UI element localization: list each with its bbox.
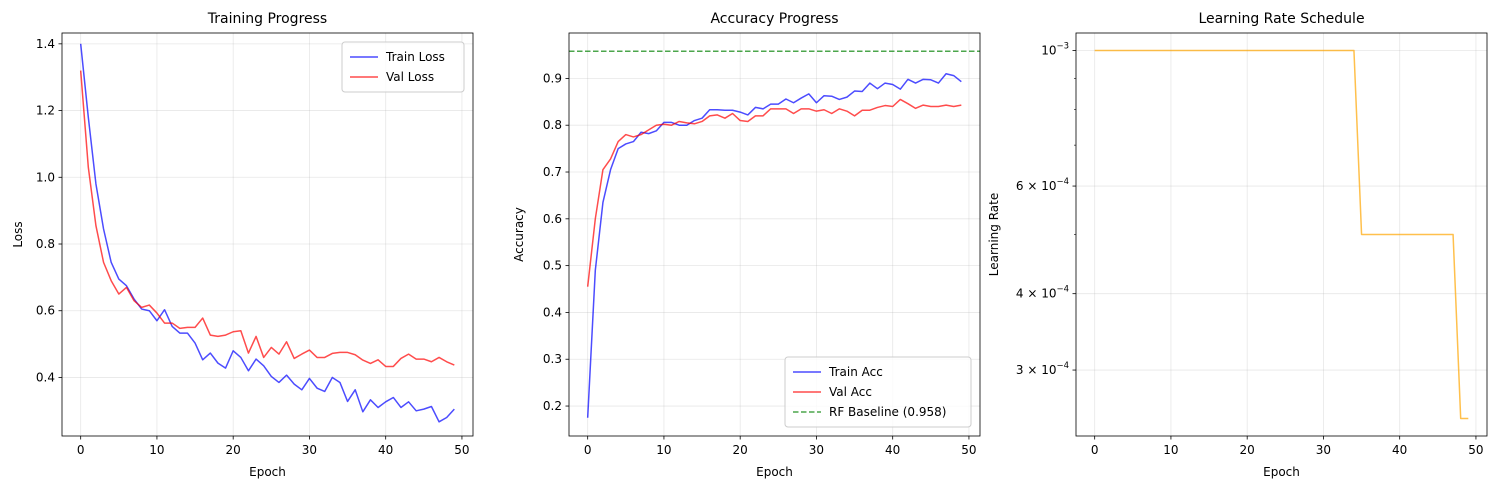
accuracy-y-tick-label: 0.3 xyxy=(543,352,562,366)
accuracy-legend: Train Acc Val Acc RF Baseline (0.958) xyxy=(784,356,972,428)
accuracy-y-tick-label: 0.5 xyxy=(543,259,562,273)
learning-rate-y-tick-label: 10−3 xyxy=(1041,41,1069,57)
loss-chart-title: Training Progress xyxy=(207,11,327,27)
accuracy-x-tick-label: 30 xyxy=(809,443,824,457)
loss-y-axis-label: Loss xyxy=(11,221,25,247)
accuracy-y-tick-label: 0.8 xyxy=(543,118,562,132)
learning-rate-x-axis-label: Epoch xyxy=(1263,465,1300,479)
accuracy-legend-label: Val Acc xyxy=(829,385,872,399)
accuracy-x-tick-label: 20 xyxy=(733,443,748,457)
loss-y-tick-label: 1.4 xyxy=(36,37,55,51)
learning-rate-x-tick-label: 40 xyxy=(1392,443,1407,457)
accuracy-legend-label: RF Baseline (0.958) xyxy=(829,405,946,419)
accuracy-axes-frame xyxy=(568,32,981,437)
learning-rate-x-tick-label: 20 xyxy=(1240,443,1255,457)
accuracy-y-tick-label: 0.4 xyxy=(543,305,562,319)
learning-rate-y-tick-label: 3 × 10−4 xyxy=(1016,361,1069,377)
learning-rate-series-0-line xyxy=(1094,49,1469,420)
accuracy-x-tick-label: 0 xyxy=(584,443,592,457)
loss-series-1-line xyxy=(79,70,455,368)
learning-rate-y-tick-label: 6 × 10−4 xyxy=(1016,177,1069,193)
loss-legend-label: Val Loss xyxy=(386,70,434,84)
loss-x-tick-label: 50 xyxy=(454,443,469,457)
accuracy-chart-title: Accuracy Progress xyxy=(710,11,838,27)
loss-y-tick-label: 1.0 xyxy=(36,170,55,184)
learning-rate-x-tick-label: 10 xyxy=(1163,443,1178,457)
accuracy-x-axis-label: Epoch xyxy=(756,465,793,479)
loss-x-tick-label: 10 xyxy=(149,443,164,457)
loss-x-tick-label: 40 xyxy=(378,443,393,457)
accuracy-y-tick-label: 0.2 xyxy=(543,399,562,413)
loss-y-tick-label: 0.6 xyxy=(36,304,55,318)
loss-x-tick-label: 30 xyxy=(302,443,317,457)
accuracy-x-tick-label: 50 xyxy=(961,443,976,457)
accuracy-y-tick-label: 0.6 xyxy=(543,212,562,226)
learning-rate-chart-title: Learning Rate Schedule xyxy=(1198,11,1364,27)
learning-rate-y-axis-label: Learning Rate xyxy=(987,193,1001,276)
loss-x-tick-label: 20 xyxy=(226,443,241,457)
loss-series-0-line xyxy=(79,43,455,423)
accuracy-legend-frame xyxy=(784,356,972,428)
accuracy-x-tick-label: 40 xyxy=(885,443,900,457)
loss-axes-frame xyxy=(61,32,474,437)
accuracy-series-1-line xyxy=(586,98,962,287)
accuracy-series-0-line xyxy=(586,72,962,418)
loss-chart: 0 10 20 30 40 50 0.4 0.6 0.8 1.0 1.2 1.4 Training Pr… xyxy=(11,11,474,479)
accuracy-y-tick-label: 0.9 xyxy=(543,71,562,85)
learning-rate-axes-frame xyxy=(1075,32,1488,437)
learning-rate-x-tick-label: 30 xyxy=(1316,443,1331,457)
loss-x-tick-label: 0 xyxy=(77,443,85,457)
loss-y-tick-label: 0.4 xyxy=(36,370,55,384)
learning-rate-chart: 0 10 20 30 40 50 10−3 6 × 10−4 4 × 10−4 3 × 10−4 L… xyxy=(987,11,1488,479)
loss-y-tick-label: 0.8 xyxy=(36,237,55,251)
learning-rate-y-tick-label: 4 × 10−4 xyxy=(1016,285,1069,301)
loss-legend: Train Loss Val Loss xyxy=(341,41,465,93)
loss-x-axis-label: Epoch xyxy=(249,465,286,479)
accuracy-y-axis-label: Accuracy xyxy=(512,207,526,262)
loss-y-tick-label: 1.2 xyxy=(36,104,55,118)
learning-rate-x-tick-label: 50 xyxy=(1468,443,1483,457)
accuracy-legend-label: Train Acc xyxy=(828,365,883,379)
accuracy-x-tick-label: 10 xyxy=(656,443,671,457)
learning-rate-x-tick-label: 0 xyxy=(1091,443,1099,457)
loss-legend-frame xyxy=(341,41,465,93)
accuracy-chart: 0 10 20 30 40 50 0.2 0.3 0.4 0.5 0.6 0.7 0.8 0.9 Accur… xyxy=(512,11,981,479)
accuracy-y-tick-label: 0.7 xyxy=(543,165,562,179)
loss-legend-label: Train Loss xyxy=(385,50,445,64)
